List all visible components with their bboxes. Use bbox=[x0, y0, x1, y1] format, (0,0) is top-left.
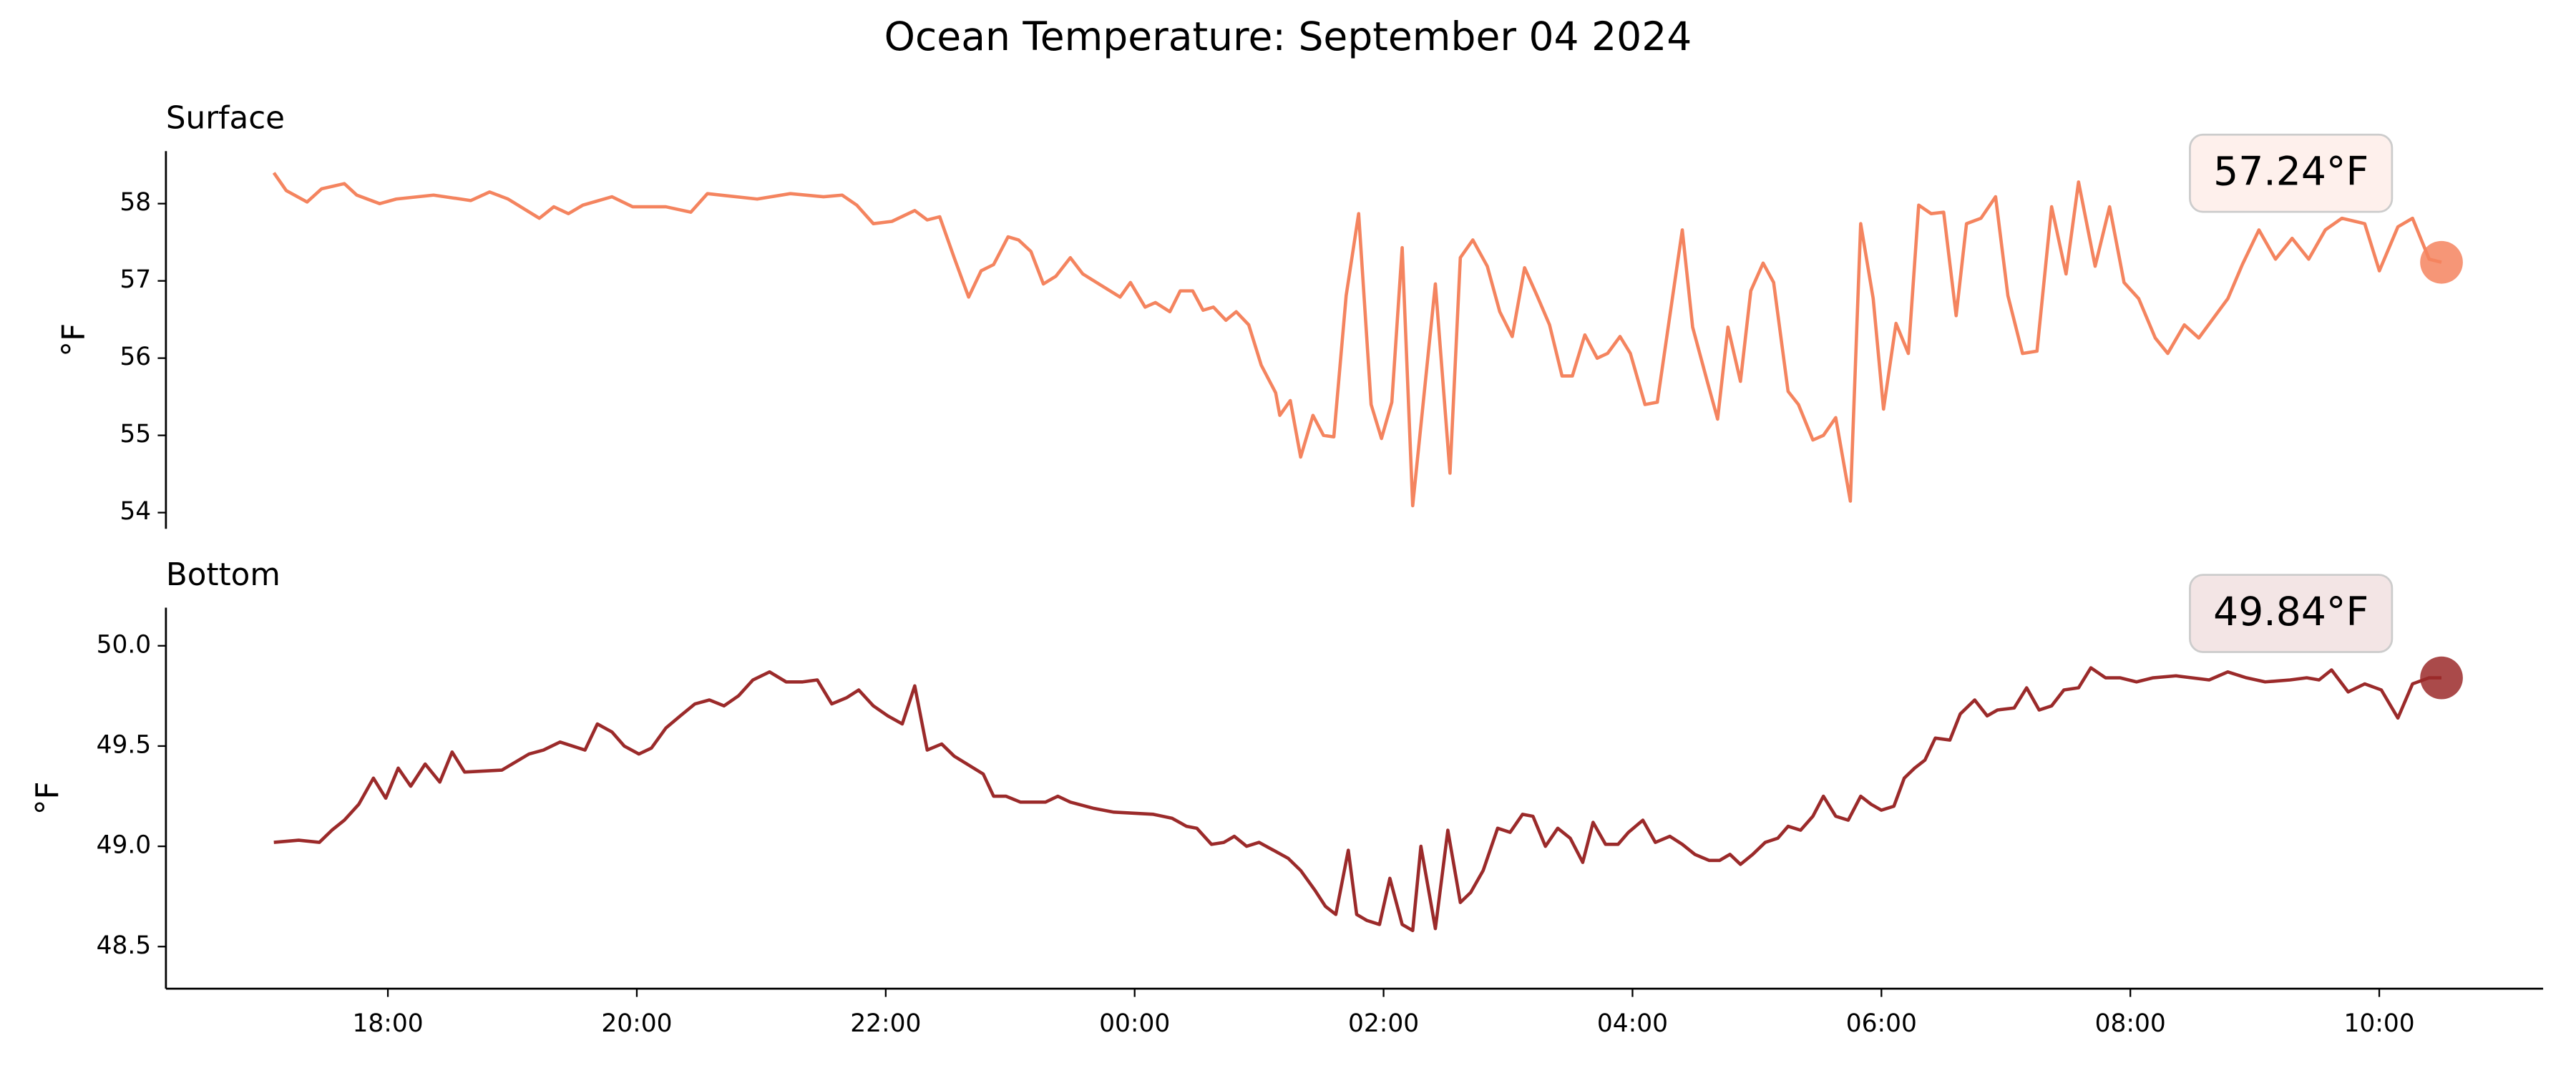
panel-title: Bottom bbox=[166, 557, 280, 593]
y-tick-label: 54 bbox=[119, 497, 151, 526]
data-line bbox=[273, 666, 2441, 933]
annotation-label: 49.84°F bbox=[2213, 589, 2368, 635]
annotation-box bbox=[2189, 133, 2394, 213]
x-tick-label: 10:00 bbox=[2343, 1009, 2414, 1038]
x-tick-label: 00:00 bbox=[1099, 1009, 1170, 1038]
x-tick-label: 08:00 bbox=[2095, 1009, 2166, 1038]
x-tick-label: 02:00 bbox=[1348, 1009, 1419, 1038]
last-value-dot bbox=[2420, 656, 2463, 700]
y-tick-label: 58 bbox=[119, 188, 151, 217]
y-axis-label: °F bbox=[30, 781, 66, 815]
y-tick-label: 56 bbox=[119, 343, 151, 371]
annotation-box bbox=[2189, 574, 2394, 653]
last-value-dot bbox=[2420, 240, 2463, 284]
figure-title: Ocean Temperature: September 04 2024 bbox=[884, 14, 1692, 59]
y-tick-label: 55 bbox=[119, 420, 151, 449]
x-tick-label: 04:00 bbox=[1597, 1009, 1668, 1038]
data-line bbox=[272, 172, 2442, 508]
y-tick-label: 49.5 bbox=[97, 730, 152, 759]
x-tick-label: 22:00 bbox=[850, 1009, 921, 1038]
y-tick-label: 49.0 bbox=[97, 831, 152, 860]
x-tick-label: 20:00 bbox=[601, 1009, 672, 1038]
y-tick-label: 50.0 bbox=[97, 630, 152, 659]
y-tick-label: 48.5 bbox=[97, 931, 152, 960]
y-axis-label: °F bbox=[57, 323, 92, 357]
panel-title: Surface bbox=[166, 101, 285, 137]
x-tick-label: 18:00 bbox=[352, 1009, 423, 1038]
annotation-label: 57.24°F bbox=[2213, 148, 2368, 194]
x-tick-label: 06:00 bbox=[1846, 1009, 1917, 1038]
y-tick-label: 57 bbox=[119, 265, 151, 294]
